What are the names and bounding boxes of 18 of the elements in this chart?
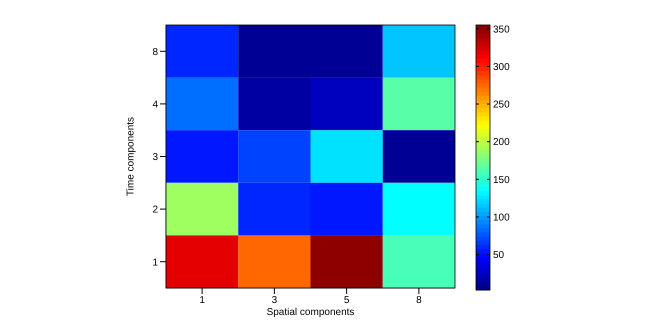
color-bar-label: 100 [493, 212, 510, 224]
x-tick-label: 8 [416, 295, 422, 306]
y-tick-label: 1 [152, 257, 158, 268]
y-tick-label: 2 [152, 204, 158, 216]
y-tick-label: 8 [152, 46, 158, 58]
color-bar-label: 150 [493, 174, 510, 186]
color-bar-label: 250 [493, 100, 510, 111]
y-axis-title: Time components [126, 116, 137, 196]
y-tick-label: 3 [152, 152, 158, 164]
y-tick-label: 4 [152, 99, 158, 110]
x-tick-label: 5 [344, 295, 350, 306]
x-axis-title: Spatial components [266, 307, 354, 318]
color-bar-label: 350 [493, 24, 510, 36]
color-bar-label: 50 [493, 250, 505, 262]
color-bar-label: 300 [493, 62, 510, 73]
color-bar-label: 200 [493, 137, 510, 148]
x-tick-label: 1 [199, 295, 206, 306]
x-tick-label: 3 [272, 295, 278, 306]
